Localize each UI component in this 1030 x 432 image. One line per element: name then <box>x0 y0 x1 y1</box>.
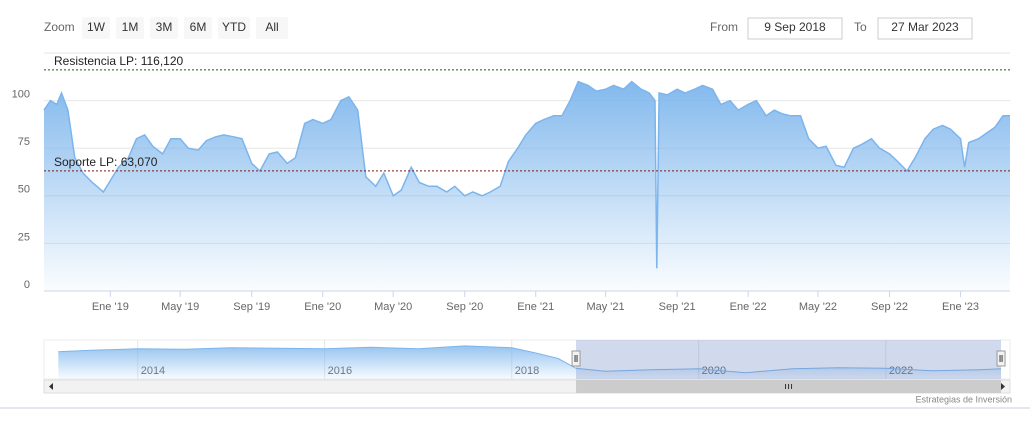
to-value[interactable]: 27 Mar 2023 <box>891 20 959 34</box>
area <box>44 81 1010 291</box>
x-tick-label: May '20 <box>374 301 412 313</box>
button-label[interactable]: 3M <box>156 20 173 34</box>
button-bg[interactable] <box>82 17 110 39</box>
x-tick-label: May '21 <box>586 301 624 313</box>
y-tick-label: 75 <box>18 136 30 148</box>
navigator-handle[interactable] <box>996 350 1006 367</box>
button-label[interactable]: 1W <box>87 20 106 34</box>
credits: Estrategias de Inversión <box>915 394 1012 404</box>
x-tick-label: Sep '22 <box>871 301 908 313</box>
navigator-handle[interactable] <box>571 350 581 367</box>
x-tick-label: Sep '20 <box>446 301 483 313</box>
y-tick-label: 50 <box>18 184 30 196</box>
navigator-mask <box>576 340 1002 379</box>
plot-line-label: Soporte LP: 63,070 <box>54 155 158 169</box>
range-button[interactable]: 1W <box>82 17 110 39</box>
button-bg[interactable] <box>150 17 178 39</box>
range-button[interactable]: YTD <box>218 17 250 39</box>
x-tick-label: Ene '19 <box>92 301 129 313</box>
x-tick-label: Sep '19 <box>233 301 270 313</box>
range-button[interactable]: 6M <box>184 17 212 39</box>
line <box>43 80 1010 269</box>
button-bg[interactable] <box>184 17 212 39</box>
from-input[interactable] <box>747 17 843 40</box>
x-tick-label: Ene '23 <box>942 301 979 313</box>
button-label[interactable]: All <box>265 20 278 34</box>
navigator-area <box>58 345 1002 379</box>
range-button[interactable]: All <box>256 17 288 39</box>
button-label[interactable]: 1M <box>122 20 139 34</box>
button-bg[interactable] <box>256 17 288 39</box>
range-button[interactable]: 3M <box>150 17 178 39</box>
from-value[interactable]: 9 Sep 2018 <box>764 20 826 34</box>
y-tick-label: 25 <box>18 231 30 243</box>
plot-line-label: Resistencia LP: 116,120 <box>54 54 184 68</box>
x-tick-label: Sep '21 <box>659 301 696 313</box>
x-tick-label: Ene '20 <box>304 301 341 313</box>
button-bg[interactable] <box>116 17 144 39</box>
zoom-label: Zoom <box>44 20 75 34</box>
to-input[interactable] <box>877 17 973 40</box>
x-tick-label: May '19 <box>161 301 199 313</box>
button-label[interactable]: YTD <box>222 20 246 34</box>
x-tick-label: May '22 <box>799 301 837 313</box>
range-button[interactable]: 1M <box>116 17 144 39</box>
to-label: To <box>854 20 867 34</box>
x-tick-label: Ene '21 <box>517 301 554 313</box>
from-label: From <box>710 20 738 34</box>
y-tick-label: 0 <box>24 279 30 291</box>
button-label[interactable]: 6M <box>190 20 207 34</box>
x-tick-label: Ene '22 <box>730 301 767 313</box>
button-bg[interactable] <box>218 17 250 39</box>
scroll-left[interactable] <box>49 383 53 390</box>
y-tick-label: 100 <box>12 89 30 101</box>
scroll-right[interactable] <box>1001 383 1005 390</box>
navigator-line <box>58 345 1002 374</box>
